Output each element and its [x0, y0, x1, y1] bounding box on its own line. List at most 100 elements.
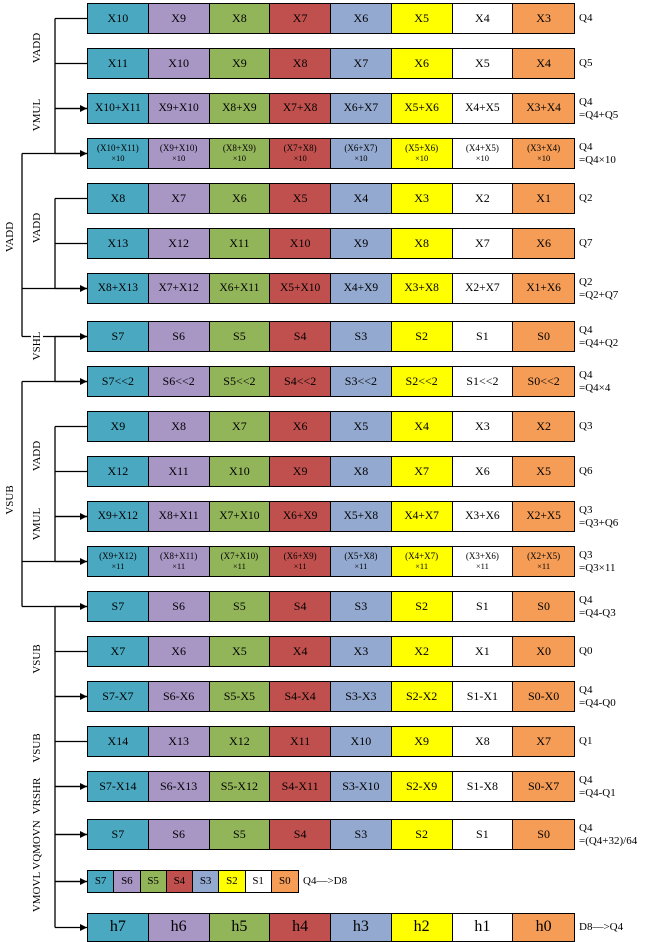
- register-row: X11 X10 X9 X8 X7 X6 X5 X4: [87, 48, 575, 79]
- register-label: Q3 =Q3×11: [579, 549, 615, 575]
- register-name: Q4: [579, 821, 593, 834]
- register-formula: =Q4×10: [579, 153, 616, 166]
- register-lane: S0: [513, 592, 574, 621]
- register-name: Q4: [579, 368, 593, 381]
- register-lane: S1: [452, 820, 514, 849]
- register-lane: (X5+X6) ×10: [391, 139, 453, 168]
- register-lane: S6: [148, 820, 210, 849]
- register-row: S7-X7 S6-X6 S5-X5 S4-X4 S3-X3 S2-X2 S1-X1 S0-X0: [87, 681, 575, 712]
- register-label: Q3 =Q3+Q6: [579, 504, 618, 530]
- register-lane: X5: [513, 457, 574, 486]
- lane-expression: (X3+X4): [527, 143, 561, 154]
- register-row: X13 X12 X11 X10 X9 X8 X7 X6: [87, 228, 575, 259]
- register-lane: X5+X6: [391, 94, 453, 123]
- register-lane: X9: [148, 4, 210, 33]
- register-row: S7<<2 S6<<2 S5<<2 S4<<2 S3<<2 S2<<2 S1<<2 S0<<2: [87, 366, 575, 397]
- operation-label: VSUB: [31, 732, 43, 764]
- register-lane: S6<<2: [148, 367, 210, 396]
- lane-expression: (X7+X8): [283, 143, 317, 154]
- register-lane: X5+X8: [331, 502, 392, 531]
- register-row: S7-X14 S6-X13 S5-X12 S4-X11 S3-X10 S2-X9 S1-X8…: [87, 771, 575, 802]
- register-lane: (X6+X7) ×10: [331, 139, 392, 168]
- register-lane: X5: [391, 4, 453, 33]
- register-lane: X1+X6: [513, 274, 574, 303]
- register-label: Q1: [579, 735, 592, 748]
- register-lane: X9+X10: [148, 94, 210, 123]
- register-lane: X3: [331, 637, 392, 666]
- register-lane: X8: [331, 457, 392, 486]
- register-lane: X8+X11: [148, 502, 210, 531]
- lane-expression: (X4+X7): [405, 551, 439, 562]
- lane-multiplier: ×10: [536, 152, 551, 163]
- operation-label: VSUB: [31, 643, 43, 675]
- register-formula: =Q4-Q3: [579, 606, 616, 619]
- lane-multiplier: ×11: [111, 560, 125, 571]
- register-lane: X8+X13: [88, 274, 149, 303]
- register-label: Q2: [579, 192, 592, 205]
- register-lane: h7: [88, 914, 149, 941]
- register-label: Q4—>D8: [303, 875, 347, 888]
- register-lane: S4-X4: [270, 682, 331, 711]
- register-lane: X9: [270, 457, 331, 486]
- register-lane: X14: [88, 727, 149, 756]
- register-lane: S7: [88, 322, 149, 351]
- lane-expression: (X2+X5): [527, 551, 561, 562]
- register-lane: S0-X7: [513, 772, 574, 801]
- register-lane: S1: [452, 592, 514, 621]
- register-name: Q4: [579, 683, 593, 696]
- register-name: Q4: [579, 140, 593, 153]
- lane-expression: (X3+X6): [465, 551, 499, 562]
- register-lane: X4: [452, 4, 514, 33]
- register-lane: h2: [391, 914, 453, 941]
- register-lane: S2: [391, 322, 453, 351]
- register-lane: X8: [88, 184, 149, 213]
- register-lane: S2: [391, 592, 453, 621]
- lane-multiplier: ×10: [232, 152, 247, 163]
- register-lane: h6: [148, 914, 210, 941]
- operation-label: VADD: [31, 211, 43, 245]
- register-lane: S3<<2: [331, 367, 392, 396]
- register-lane: X11: [88, 49, 149, 78]
- register-lane: X7: [209, 412, 271, 441]
- register-lane: S5<<2: [209, 367, 271, 396]
- register-lane: X8: [209, 4, 271, 33]
- register-formula: =Q4×4: [579, 381, 611, 394]
- register-lane: X12: [209, 727, 271, 756]
- register-lane: S4<<2: [270, 367, 331, 396]
- register-lane: S2-X2: [391, 682, 453, 711]
- register-lane: X6+X7: [331, 94, 392, 123]
- register-lane: X10: [148, 49, 210, 78]
- register-lane: X7+X8: [270, 94, 331, 123]
- register-lane: X8: [270, 49, 331, 78]
- register-lane: X6: [513, 229, 574, 258]
- register-lane: X8: [452, 727, 514, 756]
- register-label: Q6: [579, 465, 592, 478]
- operation-label: VMUL: [31, 97, 43, 133]
- register-row: X8+X13 X7+X12 X6+X11 X5+X10 X4+X9 X3+X8 X2+X7 X…: [87, 273, 575, 304]
- register-name: Q4: [579, 773, 593, 786]
- register-name: Q5: [579, 57, 593, 69]
- register-lane: X6: [331, 4, 392, 33]
- register-row: (X9+X12) ×11 (X8+X11) ×11 (X7+X10) ×11 (X6+X9)…: [87, 546, 575, 577]
- register-label: Q0: [579, 645, 592, 658]
- register-lane: X3+X6: [452, 502, 514, 531]
- register-lane: h4: [270, 914, 331, 941]
- register-lane: (X3+X4) ×10: [513, 139, 574, 168]
- register-lane: S7: [88, 871, 115, 892]
- register-lane: X9+X12: [88, 502, 149, 531]
- register-lane: S2: [219, 871, 246, 892]
- lane-expression: (X6+X9): [283, 551, 317, 562]
- register-lane: X3+X4: [513, 94, 574, 123]
- lane-expression: (X10+X11): [97, 143, 139, 154]
- register-lane: h5: [209, 914, 271, 941]
- register-row: X10+X11 X9+X10 X8+X9 X7+X8 X6+X7 X5+X6 X4+X5 X3…: [87, 93, 575, 124]
- register-lane: S7-X7: [88, 682, 149, 711]
- register-lane: X7: [331, 49, 392, 78]
- operation-label: VMUL: [31, 506, 43, 542]
- register-lane: S6: [148, 322, 210, 351]
- register-name: Q4: [579, 95, 593, 108]
- operation-label: VSUB: [4, 484, 16, 516]
- register-lane: S4: [270, 820, 331, 849]
- lane-multiplier: ×10: [111, 152, 125, 163]
